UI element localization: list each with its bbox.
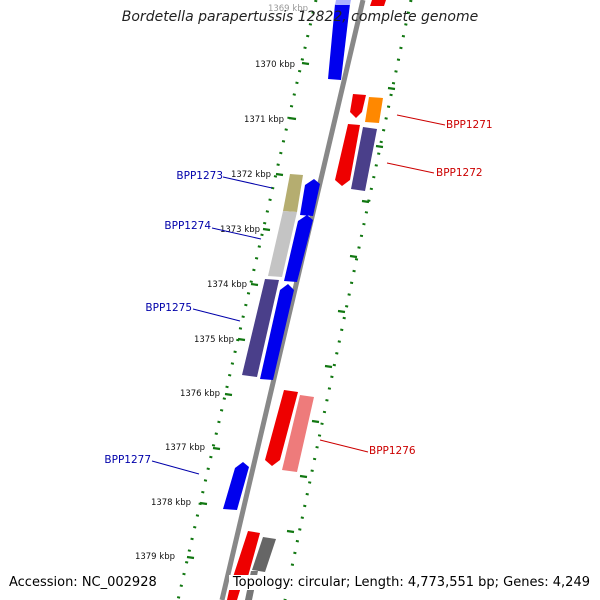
gene-label-bpp1275: BPP1275 [145,302,192,314]
accession-text: Accession: NC_002928 [9,575,157,590]
tick-label: 1379 kbp [135,552,175,562]
connector-bpp1276 [319,439,369,453]
tick-label: 1374 kbp [207,280,247,290]
tick-label: 1378 kbp [151,498,191,508]
gene-label-bpp1272: BPP1272 [436,167,483,179]
connector-bpp1277 [151,460,200,475]
tick-marks-inner [186,61,310,560]
gene-label-bpp1277: BPP1277 [104,454,151,466]
gene-label-bpp1274: BPP1274 [164,220,211,232]
tick-label: 1370 kbp [255,60,295,70]
tick-label: 1373 kbp [220,225,260,235]
connector-bpp1274 [211,227,262,240]
genome-backbone [219,0,366,600]
tick-label: 1372 kbp [231,170,271,180]
feature-indigo-1275 [242,279,279,377]
gene-label-bpp1276: BPP1276 [369,445,416,457]
tick-label: 1371 kbp [244,115,284,125]
feature-blue-1277 [223,462,249,510]
feature-darkgray-bottom [252,537,276,572]
feature-blue-1274 [284,215,313,282]
gene-label-bpp1273: BPP1273 [176,170,223,182]
label-connectors [151,114,446,475]
feature-blue-1275 [260,284,294,380]
feature-indigo-1272 [351,127,377,191]
feature-red-1276a [265,390,298,466]
tick-label: 1369 kbp [268,4,308,14]
feature-blue-1273 [300,179,320,216]
feature-orange-1271 [365,97,383,123]
tick-label: 1376 kbp [180,389,220,399]
feature-red-1272 [335,124,360,186]
feature-blue-top [328,4,350,80]
map-title: Bordetella parapertussis 12822, complete… [121,9,479,25]
feature-red-top [370,0,386,6]
connector-bpp1272 [386,162,435,174]
connector-bpp1275 [192,308,241,322]
gene-labels: BPP1271 BPP1272 BPP1273 BPP1274 BPP1275 … [104,119,492,466]
feature-lightgray [268,211,297,277]
topology-text: Topology: circular; Length: 4,773,551 bp… [228,575,590,590]
inner-ring-dotted [176,0,318,600]
gene-label-bpp1271: BPP1271 [446,119,493,131]
outer-ring-dotted [283,0,413,600]
tick-label: 1377 kbp [165,443,205,453]
feature-red-1271 [350,94,366,118]
tick-labels: 1369 kbp 1370 kbp 1371 kbp 1372 kbp 1373… [135,4,308,562]
feature-lightblue-top [335,0,351,5]
forward-strand-features [227,0,386,600]
feature-red-bottom-1 [232,531,260,586]
tick-marks-outer [286,86,396,534]
tick-label: 1375 kbp [194,335,234,345]
connector-bpp1273 [222,176,273,189]
feature-salmon-1276 [282,395,314,472]
connector-bpp1271 [396,114,446,126]
feature-olive [283,174,303,212]
